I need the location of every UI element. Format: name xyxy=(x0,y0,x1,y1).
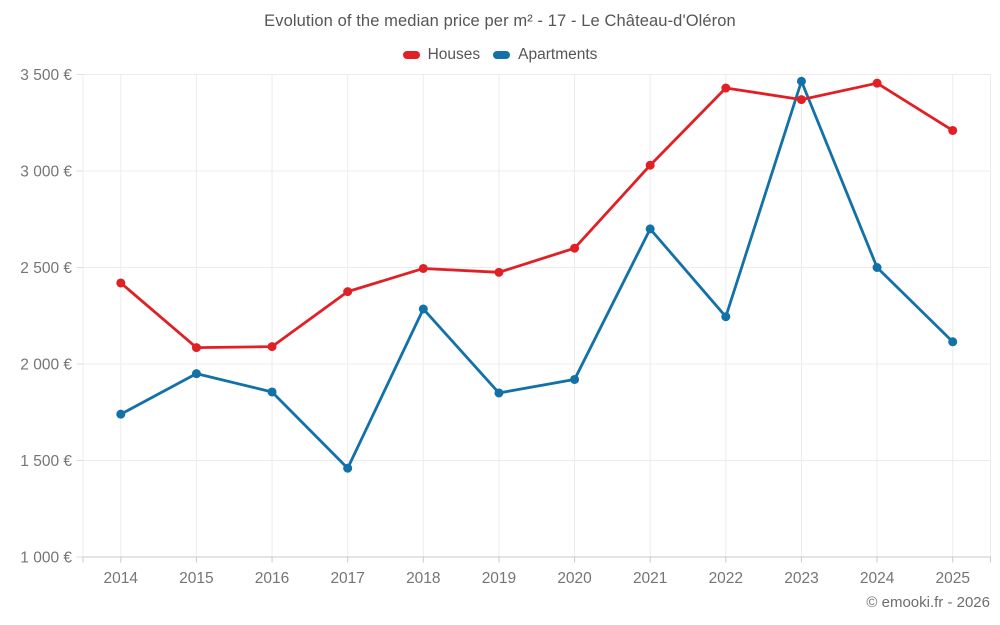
data-point-apartments-2019[interactable] xyxy=(494,388,504,398)
data-point-apartments-2015[interactable] xyxy=(191,369,201,379)
data-point-apartments-2020[interactable] xyxy=(570,374,580,384)
x-tick-label: 2021 xyxy=(633,570,667,587)
data-point-houses-2019[interactable] xyxy=(494,267,504,277)
x-tick-label: 2014 xyxy=(104,570,139,587)
data-point-apartments-2024[interactable] xyxy=(872,263,882,272)
data-point-apartments-2022[interactable] xyxy=(721,312,731,322)
data-point-apartments-2025[interactable] xyxy=(948,337,958,347)
x-tick-label: 2020 xyxy=(557,570,592,587)
data-point-apartments-2018[interactable] xyxy=(418,304,428,314)
y-tick-label: 3 500 € xyxy=(20,67,72,84)
x-tick-label: 2023 xyxy=(784,570,818,587)
data-point-houses-2022[interactable] xyxy=(721,83,731,93)
houses-swatch-icon xyxy=(402,51,420,59)
x-tick-label: 2016 xyxy=(255,570,289,587)
series-line-houses xyxy=(119,81,955,349)
legend: Houses Apartments xyxy=(0,46,1000,64)
y-tick-label: 3 000 € xyxy=(20,164,72,181)
data-point-houses-2024[interactable] xyxy=(872,78,882,88)
x-tick-label: 2019 xyxy=(482,570,516,587)
data-point-houses-2017[interactable] xyxy=(343,287,353,297)
y-tick-label: 2 000 € xyxy=(20,357,72,374)
legend-label-apartments: Apartments xyxy=(518,46,598,63)
x-tick-label: 2024 xyxy=(860,570,895,587)
data-point-houses-2014[interactable] xyxy=(116,278,126,288)
data-point-houses-2018[interactable] xyxy=(418,263,428,273)
x-tick-label: 2015 xyxy=(179,570,213,587)
data-point-houses-2015[interactable] xyxy=(191,343,201,353)
x-tick-label: 2025 xyxy=(935,570,969,587)
series-line-apartments xyxy=(119,79,955,470)
data-point-apartments-2023[interactable] xyxy=(796,76,806,86)
chart-title: Evolution of the median price per m² - 1… xyxy=(264,12,736,30)
legend-item-houses[interactable]: Houses xyxy=(402,46,481,64)
data-point-houses-2025[interactable] xyxy=(948,125,958,135)
data-point-apartments-2016[interactable] xyxy=(267,387,277,397)
data-point-apartments-2017[interactable] xyxy=(343,463,353,473)
data-point-apartments-2021[interactable] xyxy=(645,224,655,234)
data-point-houses-2020[interactable] xyxy=(570,243,580,253)
data-point-houses-2023[interactable] xyxy=(796,95,806,105)
y-tick-label: 1 500 € xyxy=(20,453,72,470)
y-tick-label: 1 000 € xyxy=(20,550,72,567)
y-tick-label: 2 500 € xyxy=(20,260,72,277)
data-point-houses-2021[interactable] xyxy=(645,160,655,170)
data-point-apartments-2014[interactable] xyxy=(116,409,126,419)
watermark: © emooki.fr - 2026 xyxy=(866,594,990,611)
x-tick-label: 2018 xyxy=(406,570,440,587)
legend-item-apartments[interactable]: Apartments xyxy=(493,46,597,64)
legend-label-houses: Houses xyxy=(427,46,481,63)
data-point-houses-2016[interactable] xyxy=(267,342,277,352)
x-tick-label: 2022 xyxy=(709,570,743,587)
apartments-swatch-icon xyxy=(493,51,511,59)
x-tick-label: 2017 xyxy=(330,570,364,587)
